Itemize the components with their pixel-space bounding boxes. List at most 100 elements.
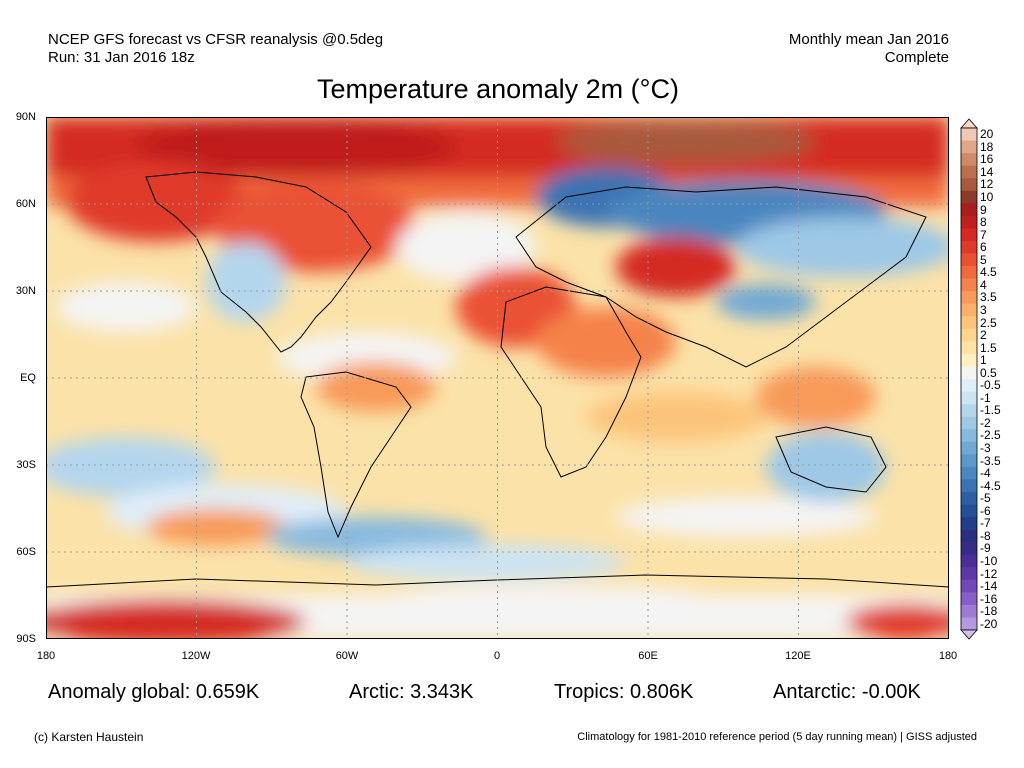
map-frame [46, 117, 949, 639]
lon-label-180w: 180 [36, 650, 56, 662]
colorbar-swatch [961, 554, 977, 568]
colorbar-label: -9 [980, 541, 991, 556]
colorbar-bottom-arrow [960, 629, 978, 640]
colorbar-label: -1 [980, 390, 991, 405]
model-description: NCEP GFS forecast vs CFSR reanalysis @0.… [48, 31, 384, 48]
lat-label-eq: EQ [20, 372, 36, 384]
lat-label-30n: 30N [15, 285, 36, 297]
colorbar-label: -12 [980, 566, 998, 581]
lon-label-0: 0 [493, 650, 501, 662]
colorbar-swatch [961, 240, 977, 254]
colorbar-label: 16 [980, 152, 994, 167]
colorbar-label: -4.5 [980, 478, 1001, 493]
lon-label-60e: 60E [638, 650, 658, 662]
colorbar-swatch [961, 303, 977, 317]
colorbar-swatch [961, 579, 977, 593]
colorbar-label: 0.5 [980, 365, 997, 380]
colorbar-swatch [961, 266, 977, 279]
colorbar-top-arrow [960, 118, 978, 129]
header-left: NCEP GFS forecast vs CFSR reanalysis @0.… [48, 31, 383, 67]
colorbar-swatch [961, 228, 977, 242]
colorbar-swatch [961, 253, 977, 267]
colorbar-swatch [961, 604, 977, 618]
colorbar-label: 14 [980, 164, 994, 179]
colorbar-label: -20 [980, 616, 998, 631]
colorbar-label: -6 [980, 503, 991, 518]
colorbar-label: 5 [980, 252, 987, 267]
lat-label-60n: 60N [15, 198, 36, 210]
colorbar-label: 3 [980, 302, 987, 317]
colorbar-swatch [961, 479, 977, 493]
period-label: Monthly mean Jan 2016 [788, 31, 949, 48]
arctic-anomaly: Arctic: 3.343K [349, 681, 474, 703]
lat-label-90n: 90N [15, 111, 36, 123]
colorbar-label: -10 [980, 553, 998, 568]
colorbar-swatch [961, 379, 977, 392]
colorbar-swatch [961, 328, 977, 342]
anomaly-map-canvas [46, 117, 949, 639]
tropics-anomaly: Tropics: 0.806K [554, 681, 694, 703]
colorbar-swatch [961, 429, 977, 443]
anomaly-map [46, 117, 949, 639]
climatology-note: Climatology for 1981-2010 reference peri… [577, 731, 977, 743]
colorbar-label: 4.5 [980, 265, 997, 280]
colorbar-label: -2 [980, 415, 991, 430]
colorbar-swatch [961, 140, 977, 154]
colorbar-swatch [961, 404, 977, 417]
colorbar-swatch [961, 617, 977, 631]
header-right: Monthly mean Jan 2016 Complete [789, 31, 949, 67]
colorbar [960, 118, 978, 640]
colorbar-label: -0.5 [980, 378, 1001, 393]
global-anomaly: Anomaly global: 0.659K [48, 681, 260, 703]
colorbar-label: -14 [980, 579, 998, 594]
lat-label-60s: 60S [16, 546, 36, 558]
colorbar-label: -7 [980, 516, 991, 531]
colorbar-swatch [961, 416, 977, 430]
colorbar-label: 18 [980, 139, 994, 154]
colorbar-label: -5 [980, 491, 991, 506]
colorbar-swatch [961, 504, 977, 518]
colorbar-label: -16 [980, 591, 998, 606]
colorbar-label: 9 [980, 202, 987, 217]
colorbar-label: 20 [980, 127, 994, 142]
colorbar-label: -18 [980, 604, 998, 619]
colorbar-swatch [961, 215, 977, 229]
colorbar-swatch [961, 278, 977, 292]
colorbar-swatch [961, 178, 977, 192]
colorbar-label: 1 [980, 353, 987, 368]
colorbar-swatch [961, 517, 977, 530]
colorbar-label: 10 [980, 190, 994, 205]
lat-label-90s: 90S [16, 633, 36, 645]
antarctic-anomaly: Antarctic: -0.00K [773, 681, 921, 703]
colorbar-swatch [961, 592, 977, 606]
colorbar-label: -3.5 [980, 453, 1001, 468]
colorbar-label: -1.5 [980, 403, 1001, 418]
colorbar-label: 2.5 [980, 315, 997, 330]
colorbar-label: 1.5 [980, 340, 997, 355]
colorbar-label: 3.5 [980, 290, 997, 305]
colorbar-label: -4 [980, 466, 991, 481]
colorbar-swatch [961, 466, 977, 480]
colorbar-label: 8 [980, 215, 987, 230]
colorbar-swatch [961, 454, 977, 468]
colorbar-label: 4 [980, 277, 987, 292]
colorbar-swatch [961, 190, 977, 204]
colorbar-swatch [961, 491, 977, 505]
colorbar-swatch [961, 353, 977, 367]
colorbar-swatch [961, 391, 977, 405]
colorbar-swatch [961, 529, 977, 543]
colorbar-swatch [961, 128, 977, 141]
colorbar-label: 2 [980, 328, 987, 343]
colorbar-swatch [961, 203, 977, 217]
colorbar-swatch [961, 316, 977, 330]
colorbar-swatch [961, 567, 977, 581]
copyright: (c) Karsten Haustein [34, 730, 144, 744]
colorbar-label: -3 [980, 441, 991, 456]
graticule [46, 117, 949, 639]
colorbar-swatch [961, 153, 977, 166]
colorbar-label: -2.5 [980, 428, 1001, 443]
completion-status: Complete [884, 49, 949, 66]
colorbar-swatch [961, 165, 977, 179]
colorbar-label: -8 [980, 528, 991, 543]
lon-label-120w: 120W [181, 650, 211, 662]
